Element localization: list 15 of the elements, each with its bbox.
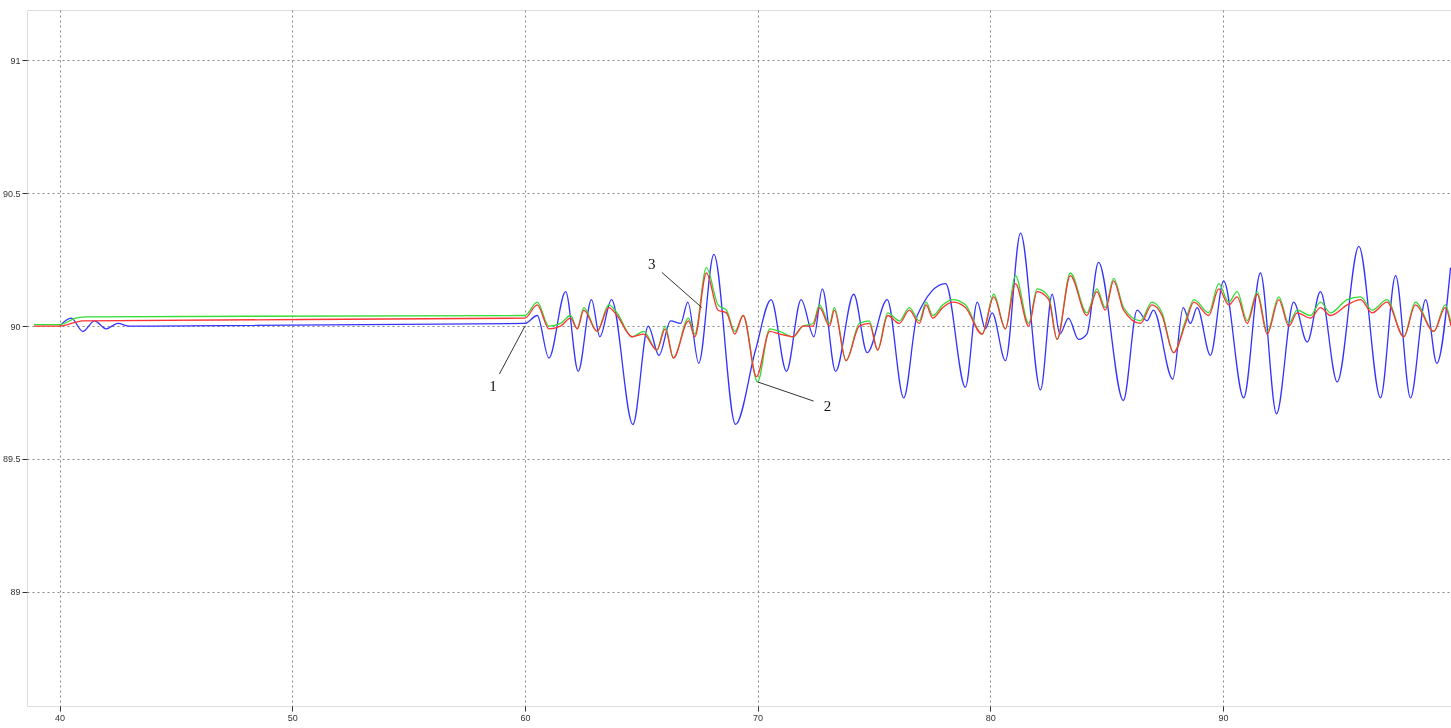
x-tick-label: 80	[985, 712, 996, 723]
y-tick-label: 89	[10, 587, 21, 598]
x-tick-label: 40	[55, 712, 66, 723]
x-tick-label: 90	[1218, 712, 1229, 723]
x-tick-label: 70	[753, 712, 764, 723]
annotation: 3	[648, 255, 656, 272]
x-tick-label: 60	[520, 712, 531, 723]
y-tick-label: 90	[10, 321, 21, 332]
annotation: 1	[489, 378, 497, 395]
y-tick-label: 91	[10, 55, 21, 66]
annotation: 2	[823, 397, 832, 414]
y-tick-label: 89.5	[2, 454, 21, 465]
y-tick-label: 90.5	[2, 188, 21, 199]
x-tick-label: 50	[287, 712, 298, 723]
line-series	[58, 232, 1451, 426]
